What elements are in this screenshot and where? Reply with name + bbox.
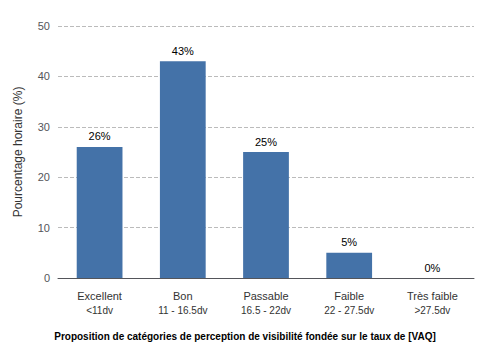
svg-text:0: 0	[44, 272, 50, 284]
svg-text:20: 20	[38, 171, 50, 183]
svg-text:0%: 0%	[424, 262, 440, 274]
svg-text:Proposition de catégories de p: Proposition de catégories de perception …	[54, 331, 436, 342]
svg-text:10: 10	[38, 222, 50, 234]
svg-text:40: 40	[38, 70, 50, 82]
svg-text:50: 50	[38, 20, 50, 32]
svg-text:22 - 27.5dv: 22 - 27.5dv	[324, 305, 374, 316]
svg-text:>27.5dv: >27.5dv	[414, 305, 450, 316]
svg-text:16.5 - 22dv: 16.5 - 22dv	[241, 305, 291, 316]
svg-text:26%: 26%	[89, 130, 111, 142]
svg-text:30: 30	[38, 121, 50, 133]
svg-text:Bon: Bon	[173, 290, 193, 302]
svg-text:25%: 25%	[255, 136, 277, 148]
svg-text:Faible: Faible	[334, 290, 364, 302]
svg-text:5%: 5%	[341, 236, 357, 248]
svg-text:Pourcentage horaire (%): Pourcentage horaire (%)	[11, 87, 25, 218]
svg-text:Très faible: Très faible	[407, 290, 458, 302]
svg-text:<11dv: <11dv	[86, 305, 113, 316]
svg-text:11 - 16.5dv: 11 - 16.5dv	[158, 305, 207, 316]
svg-text:43%: 43%	[172, 45, 194, 57]
svg-text:Excellent: Excellent	[77, 290, 122, 302]
svg-text:Passable: Passable	[243, 290, 288, 302]
